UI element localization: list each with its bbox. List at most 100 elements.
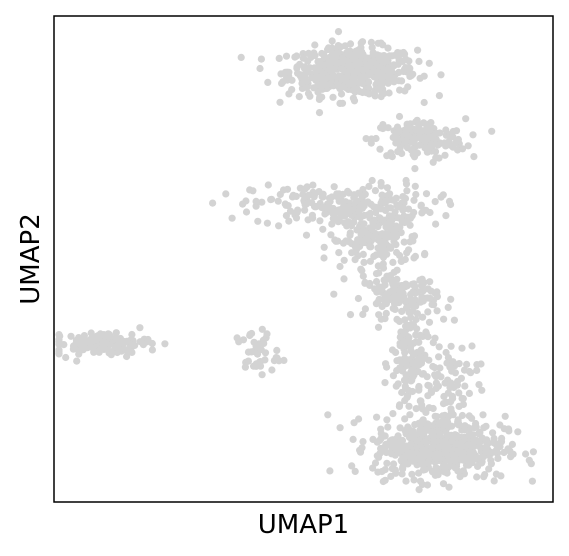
scatter-point (442, 212, 450, 220)
scatter-point (367, 139, 375, 147)
scatter-point (405, 433, 414, 441)
scatter-point (346, 231, 354, 239)
scatter-point (346, 311, 355, 319)
scatter-point (301, 185, 309, 193)
scatter-point (122, 346, 130, 354)
scatter-point (283, 185, 292, 193)
scatter-point (320, 254, 328, 262)
scatter-point (306, 64, 314, 72)
scatter-point (320, 81, 328, 89)
scatter-point (396, 333, 404, 341)
scatter-point (393, 224, 401, 232)
scatter-point (406, 221, 414, 229)
scatter-point (379, 41, 387, 49)
scatter-point (464, 142, 472, 150)
scatter-point (440, 468, 448, 476)
scatter-point (379, 58, 388, 66)
scatter-point (349, 75, 357, 83)
scatter-point (405, 334, 413, 342)
scatter-point (482, 436, 490, 444)
scatter-point (406, 411, 414, 419)
scatter-point (244, 357, 252, 365)
scatter-point (396, 364, 404, 372)
scatter-point (340, 256, 348, 264)
scatter-point (372, 134, 380, 143)
scatter-point (233, 334, 241, 342)
scatter-point (413, 325, 421, 333)
scatter-point (460, 456, 468, 464)
scatter-point (348, 206, 356, 214)
scatter-point (353, 197, 361, 205)
scatter-point (394, 128, 402, 136)
scatter-point (410, 476, 418, 484)
scatter-point (112, 329, 120, 337)
scatter-point (237, 53, 245, 62)
scatter-point (300, 63, 308, 71)
scatter-point (295, 93, 303, 101)
scatter-point (406, 339, 414, 348)
scatter-point (353, 226, 361, 234)
scatter-point (335, 249, 343, 257)
scatter-point (403, 144, 412, 152)
scatter-point (139, 339, 147, 347)
scatter-point (273, 346, 281, 354)
scatter-point (435, 353, 443, 361)
scatter-point (119, 337, 127, 345)
scatter-point (373, 413, 381, 421)
scatter-point (350, 97, 359, 105)
scatter-point (360, 220, 368, 228)
scatter-point (415, 386, 423, 394)
scatter-point (337, 90, 346, 98)
scatter-point (412, 149, 420, 157)
scatter-point (383, 459, 391, 467)
scatter-point (363, 54, 371, 62)
scatter-point (412, 190, 420, 199)
scatter-point (112, 334, 120, 342)
scatter-point (402, 477, 410, 485)
scatter-point (395, 112, 404, 121)
scatter-point (257, 346, 265, 354)
scatter-point (335, 206, 343, 214)
scatter-point (348, 62, 356, 70)
scatter-point (403, 393, 411, 401)
scatter-point (348, 462, 356, 470)
scatter-point (426, 208, 434, 217)
scatter-point (455, 420, 463, 428)
scatter-point (399, 204, 407, 212)
scatter-point (449, 411, 457, 419)
scatter-point (361, 73, 369, 81)
scatter-point (384, 204, 392, 212)
scatter-point (55, 338, 63, 346)
scatter-point (395, 317, 404, 325)
scatter-point (458, 394, 466, 403)
scatter-point (246, 186, 254, 194)
scatter-point (369, 435, 377, 443)
scatter-point (326, 467, 334, 475)
scatter-point (435, 92, 443, 100)
scatter-point (377, 430, 385, 438)
scatter-point (378, 467, 386, 476)
scatter-point (374, 244, 382, 252)
scatter-point (128, 330, 136, 339)
scatter-point (359, 250, 367, 258)
scatter-point (409, 307, 417, 315)
scatter-point (388, 436, 396, 444)
scatter-point (321, 210, 329, 218)
scatter-point (425, 318, 434, 326)
scatter-point (128, 341, 137, 349)
scatter-point (301, 206, 309, 214)
scatter-point (348, 211, 356, 220)
scatter-point (396, 86, 404, 94)
scatter-point (409, 237, 417, 245)
scatter-point (359, 272, 367, 280)
scatter-point (529, 448, 538, 456)
scatter-point (500, 448, 508, 457)
scatter-point (282, 52, 291, 60)
scatter-point (402, 137, 410, 146)
scatter-point (278, 79, 286, 87)
scatter-point (384, 423, 392, 431)
scatter-point (447, 379, 455, 387)
scatter-point (445, 456, 453, 464)
scatter-point (393, 266, 401, 274)
scatter-point (415, 338, 423, 346)
